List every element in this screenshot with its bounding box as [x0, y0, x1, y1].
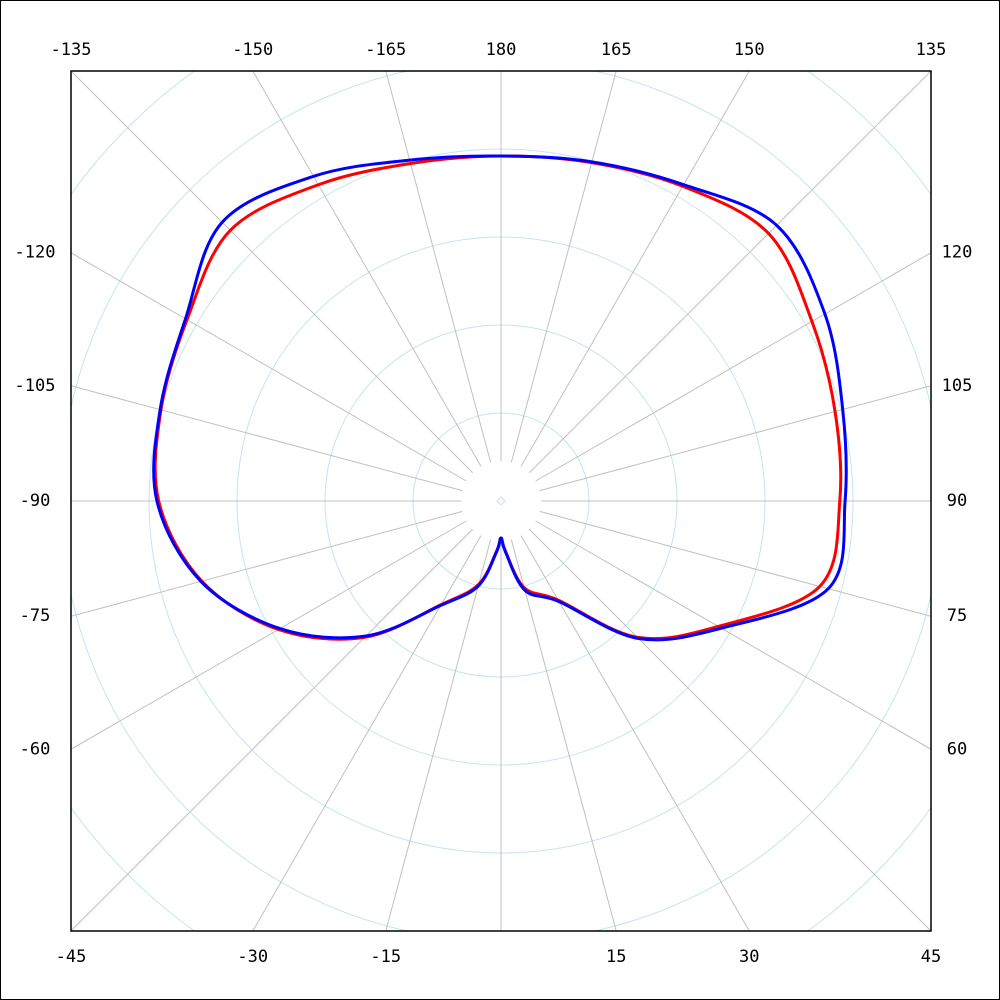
angle-label: 165 [601, 40, 632, 60]
grid-spoke [535, 520, 931, 750]
angle-label: -150 [232, 40, 273, 60]
angle-label: 60 [947, 739, 967, 759]
grid-spoke [385, 539, 492, 931]
angle-label: -15 [370, 947, 401, 967]
angle-label: 135 [916, 40, 947, 60]
plot-frame [70, 70, 932, 932]
angle-label: 105 [942, 376, 973, 396]
grid-spoke [71, 385, 463, 492]
grid-spoke [539, 510, 931, 617]
grid-spoke [520, 71, 750, 467]
grid-spoke [528, 528, 931, 931]
grid-spoke [71, 510, 463, 617]
angle-label: 75 [947, 606, 967, 626]
grid-spoke [385, 71, 492, 463]
plot-area [152, 154, 848, 642]
grid-spoke [71, 520, 467, 750]
series-line [152, 154, 848, 642]
angle-label: 45 [921, 947, 941, 967]
angle-label: -165 [365, 40, 406, 60]
angle-label: 120 [942, 243, 973, 263]
grid-spoke [252, 71, 482, 467]
angle-label: -120 [15, 243, 56, 263]
angle-label: -105 [15, 376, 56, 396]
grid-spoke [71, 71, 474, 474]
angle-label: 180 [486, 40, 517, 60]
grid-spoke [71, 528, 474, 931]
angle-label: -90 [20, 491, 51, 511]
angle-label: -75 [20, 606, 51, 626]
center-marker [496, 496, 506, 506]
grid-spoke [535, 252, 931, 482]
angle-label: 30 [739, 947, 759, 967]
angle-labels: -165 -150 -135 -120 -105 -90 -75 -60 -45 -30 -15 15… [15, 40, 973, 967]
grid-spoke [510, 71, 617, 463]
angle-label: 150 [734, 40, 765, 60]
angle-label: -30 [237, 947, 268, 967]
grid-spoke [510, 539, 617, 931]
angle-label: -135 [51, 40, 92, 60]
grid-spoke [252, 535, 482, 931]
grid-spoke [528, 71, 931, 474]
grid-spoke [71, 252, 467, 482]
angle-label: 90 [947, 491, 967, 511]
angle-label: -60 [20, 739, 51, 759]
angle-label: -45 [56, 947, 87, 967]
grid-spoke [539, 385, 931, 492]
angle-label: 15 [606, 947, 626, 967]
